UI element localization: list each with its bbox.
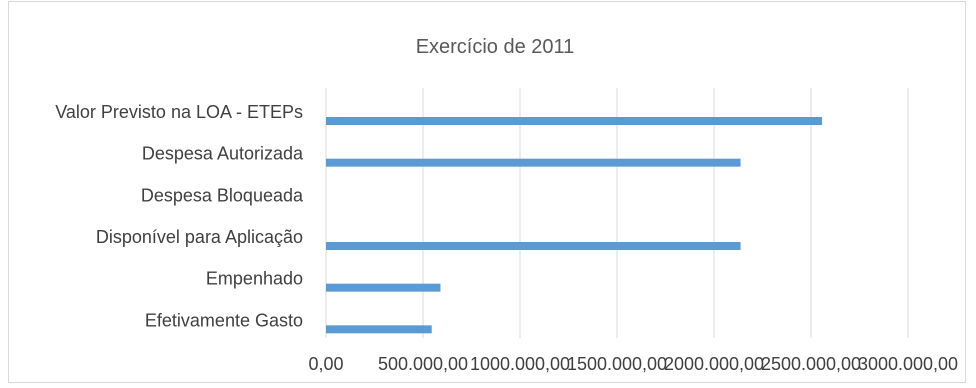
x-tick-label: 500.000,00 — [378, 354, 468, 374]
bar — [326, 158, 741, 167]
x-tick-label: 2500.000,00 — [761, 354, 861, 374]
bar — [326, 325, 432, 334]
gridlines — [325, 88, 909, 338]
category-label: Empenhado — [206, 269, 303, 289]
x-tick-label: 3000.000,00 — [858, 354, 958, 374]
category-label: Efetivamente Gasto — [145, 310, 303, 330]
category-label: Disponível para Aplicação — [96, 227, 303, 247]
x-tick-label: 1500.000,00 — [567, 354, 667, 374]
category-label: Despesa Bloqueada — [141, 185, 304, 205]
chart-title: Exercício de 2011 — [416, 36, 575, 58]
x-tick-labels: 0,00 500.000,00 1000.000,001500.000,002000… — [308, 354, 958, 374]
category-label: Valor Previsto na LOA - ETEPs — [55, 102, 303, 122]
bar — [326, 242, 741, 250]
bar — [326, 283, 441, 292]
category-labels: Valor Previsto na LOA - ETEPs Despesa Aut… — [55, 102, 304, 330]
category-label: Despesa Autorizada — [142, 144, 304, 164]
chart-frame — [8, 1, 966, 383]
x-tick-label: 1000.000,00 — [470, 354, 570, 374]
bars — [326, 117, 823, 334]
x-tick-label: 0,00 — [308, 354, 343, 374]
x-tick-label: 2000.000,00 — [664, 354, 764, 374]
bar — [326, 117, 823, 125]
